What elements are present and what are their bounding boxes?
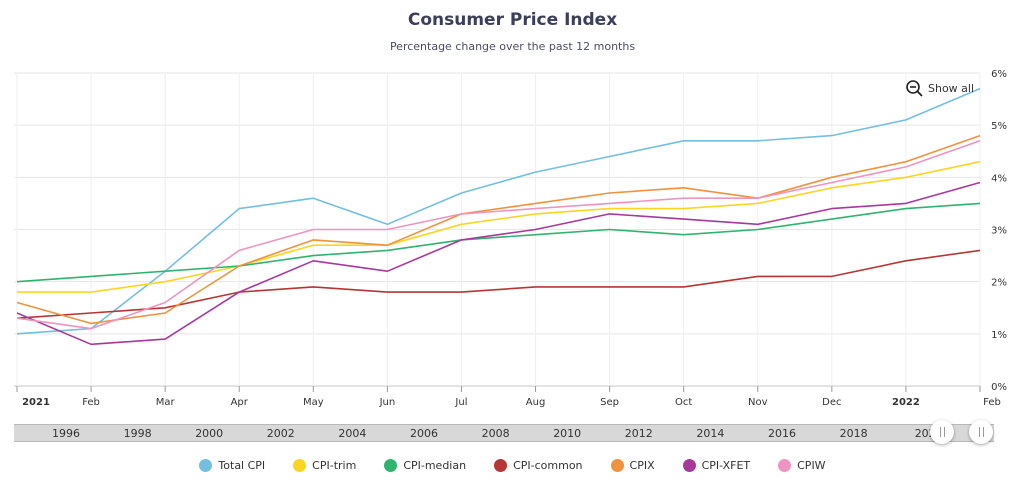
navigator-year-label: 2000 (195, 427, 224, 440)
y-tick-label: 4% (991, 173, 1007, 184)
x-tick-label: 2021 (22, 397, 50, 408)
navigator-year-label: 2010 (553, 427, 582, 440)
x-tick-label: Jul (454, 397, 467, 408)
series-line-cpi-common[interactable] (16, 249, 981, 319)
navigator-year-label: 2018 (839, 427, 868, 440)
x-tick-label: May (303, 397, 324, 408)
legend-label: CPIX (629, 459, 655, 472)
series-line-cpix[interactable] (16, 134, 981, 325)
legend-item-cpi-common[interactable]: CPI-common (494, 459, 583, 472)
legend-item-cpix[interactable]: CPIX (610, 459, 655, 472)
navigator-year-label: 2008 (481, 427, 510, 440)
x-tick-label: 2022 (892, 397, 920, 408)
x-tick-label: Aug (526, 397, 546, 408)
x-tick-label: Apr (231, 397, 249, 408)
zoom-out-icon (906, 80, 923, 97)
x-tick-label: Feb (983, 397, 1001, 408)
gridlines (14, 72, 981, 392)
legend-marker (384, 459, 398, 472)
navigator-year-label: 2002 (266, 427, 295, 440)
y-tick-label: 5% (991, 121, 1007, 132)
legend-label: CPI-median (403, 459, 467, 472)
legend: Total CPI CPI-trim CPI-median CPI-common CPI… (0, 459, 1025, 472)
series-line-cpi-median[interactable] (16, 202, 981, 283)
legend-label: CPI-XFET (701, 459, 751, 472)
legend-label: CPIW (797, 459, 826, 472)
show-all-button[interactable]: Show all (906, 80, 974, 97)
legend-marker (199, 459, 213, 472)
legend-marker (293, 459, 307, 472)
y-tick-label: 6% (991, 69, 1007, 80)
series-line-cpi-xfet[interactable] (16, 181, 981, 346)
legend-marker (778, 459, 792, 472)
x-tick-label: Dec (822, 397, 841, 408)
legend-label: CPI-common (513, 459, 583, 472)
x-tick-label: Jun (379, 397, 396, 408)
legend-item-total-cpi[interactable]: Total CPI (199, 459, 265, 472)
navigator-left-handle[interactable] (930, 420, 954, 444)
range-navigator[interactable]: 1996 1998 2000 2002 2004 2006 2008 2010 2012 2014… (14, 424, 994, 442)
x-tick-label: Oct (675, 397, 692, 408)
x-tick-label: Sep (600, 397, 619, 408)
chart-title: Consumer Price Index (407, 10, 618, 30)
navigator-right-handle[interactable] (969, 420, 993, 444)
line-chart: 0% 1% 2% 3% 4% 5% 6% 2021 Feb Mar Apr May Jun Jul Aug… (14, 69, 1007, 408)
navigator-year-label: 1998 (123, 427, 152, 440)
x-axis-labels: 2021 Feb Mar Apr May Jun Jul Aug Sep Oct Nov Dec 202… (22, 397, 1001, 408)
series-line-cpi-trim[interactable] (17, 160, 981, 293)
navigator-year-label: 2012 (624, 427, 653, 440)
x-tick-label: Nov (748, 397, 768, 408)
legend-item-cpiw[interactable]: CPIW (778, 459, 826, 472)
y-axis-labels: 0% 1% 2% 3% 4% 5% 6% (991, 69, 1007, 393)
navigator-year-label: 2016 (768, 427, 796, 440)
navigator-year-label: 2004 (338, 427, 367, 440)
legend-marker (494, 459, 508, 472)
legend-marker (682, 459, 696, 472)
y-tick-label: 1% (991, 330, 1007, 341)
legend-label: CPI-trim (312, 459, 357, 472)
legend-item-cpi-trim[interactable]: CPI-trim (293, 459, 356, 472)
legend-marker (610, 459, 624, 472)
y-tick-label: 0% (991, 382, 1007, 393)
legend-label: Total CPI (218, 459, 266, 472)
y-tick-label: 3% (991, 226, 1007, 237)
y-tick-label: 2% (991, 278, 1007, 289)
x-tick-label: Feb (82, 397, 100, 408)
navigator-year-label: 2014 (696, 427, 725, 440)
series-line-cpiw[interactable] (16, 140, 981, 330)
x-tick-label: Mar (156, 397, 176, 408)
legend-item-cpi-xfet[interactable]: CPI-XFET (682, 459, 751, 472)
series-lines (16, 87, 981, 346)
navigator-year-label: 2006 (410, 427, 438, 440)
navigator-year-label: 1996 (52, 427, 80, 440)
legend-item-cpi-median[interactable]: CPI-median (384, 459, 466, 472)
chart-subtitle: Percentage change over the past 12 month… (389, 40, 636, 53)
show-all-label: Show all (928, 82, 975, 95)
series-line-total-cpi[interactable] (16, 87, 981, 335)
